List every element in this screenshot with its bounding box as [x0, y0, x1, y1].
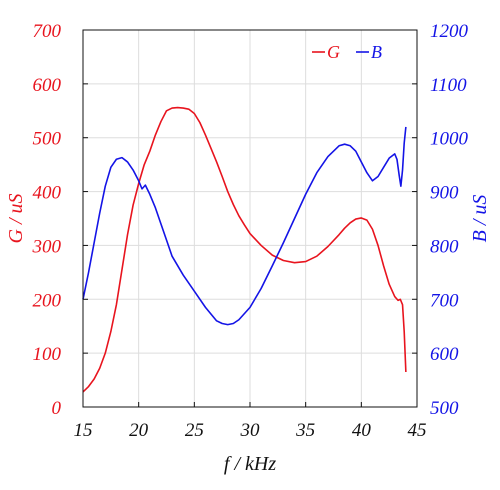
y-left-tick-label: 300 — [32, 236, 62, 257]
y-left-tick-label: 500 — [33, 129, 62, 150]
y-right-tick-label: 500 — [430, 398, 459, 419]
y-left-tick-label: 400 — [33, 183, 62, 204]
x-tick-label: 25 — [185, 420, 204, 441]
axis-titles: f / kHz G / uS B / uS — [5, 194, 491, 476]
x-tick-label: 15 — [74, 420, 93, 441]
legend-label-b: B — [371, 42, 382, 62]
x-axis-title: f / kHz — [224, 453, 276, 475]
legend-label-g: G — [327, 42, 340, 62]
y-left-tick-label: 0 — [52, 398, 62, 419]
tick-layer: 15 20 25 30 35 40 45 0 100 200 300 400 500 600 700 500 6… — [32, 21, 469, 441]
y-right-tick-label: 800 — [430, 236, 459, 257]
series-line-g — [82, 106, 407, 393]
y-right-tick-label: 600 — [430, 344, 459, 365]
x-tick-label: 40 — [352, 420, 372, 441]
y-right-tick-label: 700 — [430, 290, 459, 311]
x-tick-label: 45 — [408, 420, 427, 441]
y-right-tick-label: 1100 — [430, 75, 467, 96]
y-right-tick-label: 1000 — [430, 129, 469, 150]
y-right-tick-label: 900 — [430, 183, 459, 204]
y-right-axis-title: B / uS — [469, 195, 491, 243]
y-left-tick-label: 600 — [33, 75, 62, 96]
x-tick-label: 30 — [240, 420, 261, 441]
x-tick-label: 35 — [295, 420, 315, 441]
y-left-tick-label: 200 — [33, 290, 62, 311]
series-line-b — [82, 126, 407, 326]
y-left-axis-title: G / uS — [5, 194, 27, 244]
y-left-tick-label: 100 — [33, 344, 62, 365]
series-layer — [82, 106, 407, 393]
y-right-tick-label: 1200 — [430, 21, 469, 42]
gridlines — [82, 29, 418, 408]
y-left-tick-label: 700 — [33, 21, 62, 42]
x-tick-label: 20 — [129, 420, 149, 441]
